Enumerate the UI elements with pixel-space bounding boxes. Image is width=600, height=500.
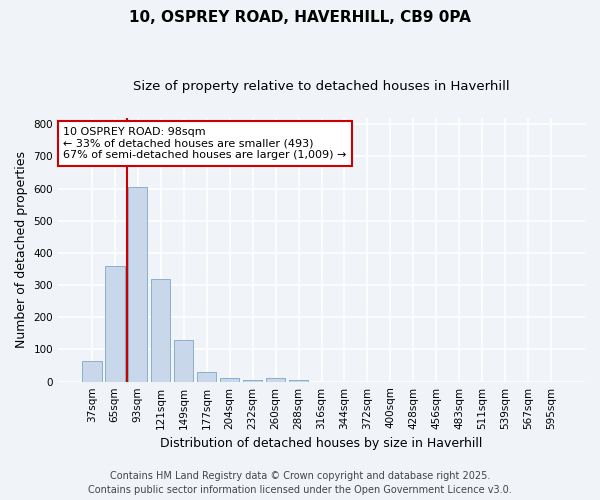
Bar [220,378,239,382]
Bar [174,340,193,382]
Text: 10, OSPREY ROAD, HAVERHILL, CB9 0PA: 10, OSPREY ROAD, HAVERHILL, CB9 0PA [129,10,471,25]
Text: Contains HM Land Registry data © Crown copyright and database right 2025.
Contai: Contains HM Land Registry data © Crown c… [88,471,512,495]
Bar [289,380,308,382]
Text: 10 OSPREY ROAD: 98sqm
← 33% of detached houses are smaller (493)
67% of semi-det: 10 OSPREY ROAD: 98sqm ← 33% of detached … [64,127,347,160]
Bar [82,361,101,382]
Bar [266,378,286,382]
Bar [105,266,125,382]
X-axis label: Distribution of detached houses by size in Haverhill: Distribution of detached houses by size … [160,437,483,450]
Bar [197,372,217,382]
Title: Size of property relative to detached houses in Haverhill: Size of property relative to detached ho… [133,80,510,93]
Bar [243,380,262,382]
Bar [128,187,148,382]
Bar [151,278,170,382]
Y-axis label: Number of detached properties: Number of detached properties [15,151,28,348]
